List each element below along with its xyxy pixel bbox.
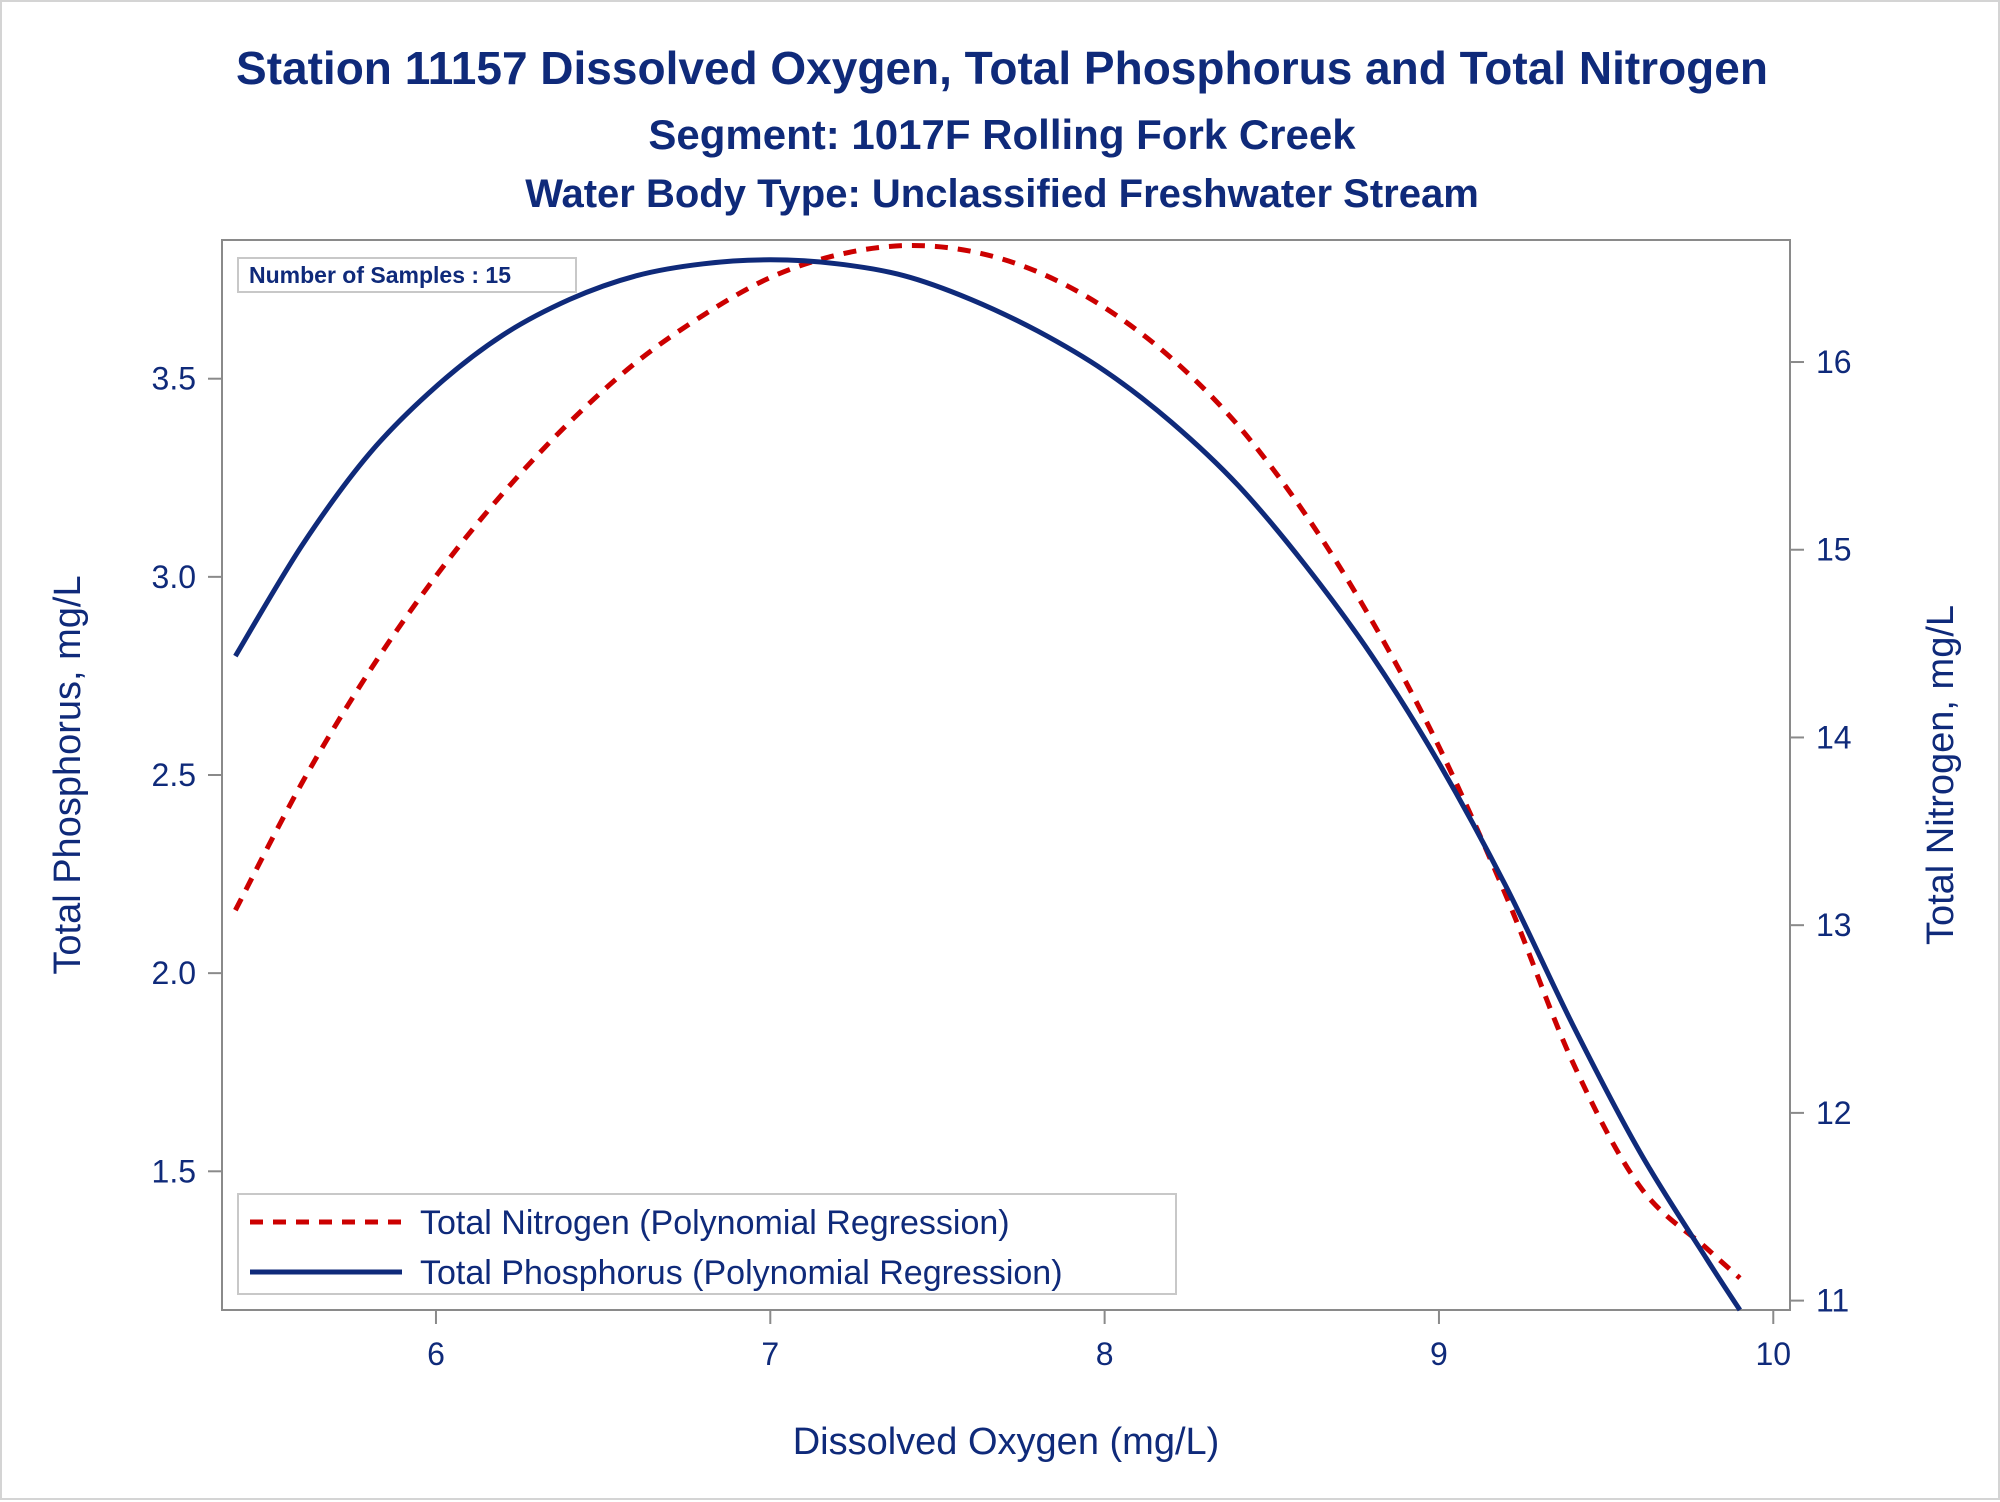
y-left-tick-label: 3.0 bbox=[152, 559, 196, 595]
y-right-axis-label: Total Nitrogen, mg/L bbox=[1920, 605, 1962, 945]
y-right-tick-label: 14 bbox=[1816, 719, 1852, 755]
series-line-total-phosphorus bbox=[233, 257, 1742, 1312]
x-tick-label: 8 bbox=[1096, 1336, 1114, 1372]
y-left-axis-label: Total Phosphorus, mg/L bbox=[47, 575, 89, 974]
x-axis-ticks: 6 7 8 9 10 bbox=[427, 1310, 1791, 1372]
x-tick-label: 6 bbox=[427, 1336, 445, 1372]
y-right-tick-label: 16 bbox=[1816, 344, 1852, 380]
chart-subtitle-2: Water Body Type: Unclassified Freshwater… bbox=[525, 172, 1479, 216]
y-left-tick-label: 1.5 bbox=[152, 1153, 196, 1189]
y-left-tick-label: 2.0 bbox=[152, 955, 196, 991]
series-layer bbox=[233, 242, 1742, 1312]
annotation-box bbox=[237, 257, 577, 293]
legend-label-nitrogen: Total Nitrogen (Polynomial Regression) bbox=[420, 1204, 1010, 1242]
y-right-tick-label: 11 bbox=[1816, 1283, 1849, 1319]
y-right-axis-ticks: 11 12 13 14 15 16 bbox=[1790, 344, 1852, 1319]
chart-subtitle: Segment: 1017F Rolling Fork Creek bbox=[648, 111, 1356, 158]
legend-box bbox=[237, 1193, 1177, 1295]
y-right-tick-label: 13 bbox=[1816, 907, 1852, 943]
y-right-tick-label: 15 bbox=[1816, 532, 1852, 568]
y-left-tick-label: 2.5 bbox=[152, 757, 196, 793]
plot-area bbox=[221, 239, 1791, 1311]
x-axis-label: Dissolved Oxygen (mg/L) bbox=[793, 1421, 1220, 1463]
x-tick-label: 10 bbox=[1755, 1336, 1791, 1372]
chart-title: Station 11157 Dissolved Oxygen, Total Ph… bbox=[236, 42, 1768, 94]
y-left-tick-label: 3.5 bbox=[152, 361, 196, 397]
x-tick-label: 7 bbox=[761, 1336, 779, 1372]
y-right-tick-label: 12 bbox=[1816, 1095, 1852, 1131]
series-line-total-nitrogen bbox=[233, 242, 1742, 1280]
y-left-axis-ticks: 1.5 2.0 2.5 3.0 3.5 bbox=[152, 361, 222, 1189]
sample-count-annotation: Number of Samples : 15 bbox=[249, 262, 511, 288]
legend-label-phosphorus: Total Phosphorus (Polynomial Regression) bbox=[420, 1254, 1063, 1292]
x-tick-label: 9 bbox=[1430, 1336, 1448, 1372]
